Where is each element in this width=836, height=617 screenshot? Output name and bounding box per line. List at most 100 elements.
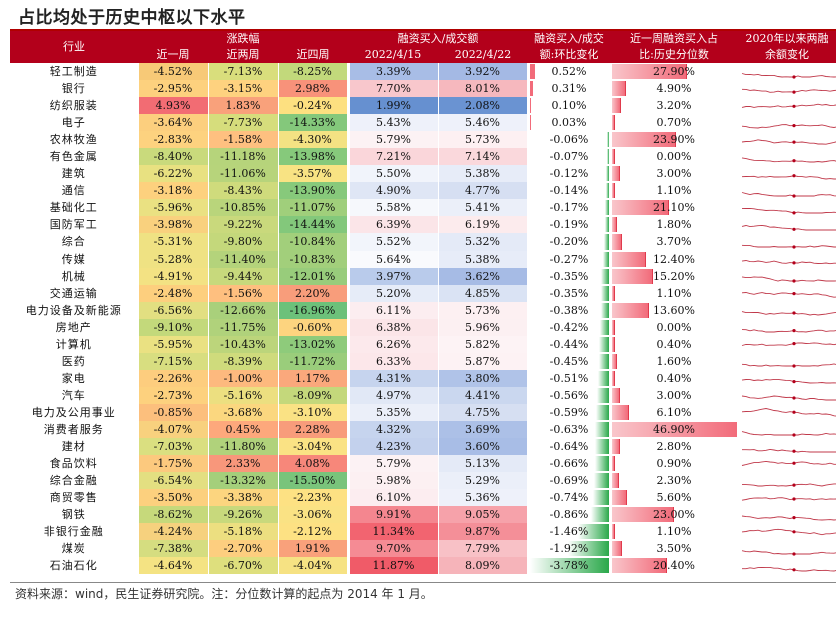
sparkline-line <box>741 395 836 401</box>
week2-change-cell: -7.73% <box>207 114 278 132</box>
ratio-change-value: -0.12% <box>549 167 589 181</box>
percentile-value: 21.10% <box>653 201 695 215</box>
ratio-date1-cell: 7.70% <box>346 80 438 98</box>
week2-change-cell: -13.32% <box>207 472 278 490</box>
margin-balance-sparkline-cell <box>736 540 836 558</box>
industry-cell: 非银行金融 <box>43 525 104 539</box>
col-pct-header-2: 比:历史分位数 <box>610 47 738 63</box>
ratio-date2-cell: 3.60% <box>437 438 528 456</box>
week4-change-cell: -8.25% <box>277 63 348 81</box>
industry-cell: 建筑 <box>61 167 86 181</box>
week2-change-cell: -1.58% <box>207 131 278 149</box>
percentile-bar <box>613 387 621 403</box>
sparkline-marker <box>791 432 796 437</box>
ratio-date1-cell: 4.97% <box>346 386 438 404</box>
ratio-change-value: -3.78% <box>549 559 589 573</box>
margin-balance-sparkline-cell <box>736 233 836 251</box>
margin-balance-sparkline <box>741 408 836 418</box>
ratio-date1-cell: 5.52% <box>346 233 438 251</box>
negative-change-bar <box>596 404 609 420</box>
negative-change-bar <box>599 336 609 352</box>
table-row: 建筑 -6.22% -11.06% -3.57% 5.50% 5.38% -0.12% 3.0… <box>10 165 836 183</box>
ratio-date1-cell: 6.33% <box>346 352 438 370</box>
ratio-change-cell: -3.78% <box>526 557 610 575</box>
industry-cell: 纺织服装 <box>49 99 98 113</box>
week2-change-cell: -9.26% <box>207 506 278 524</box>
col-week1-header: 近一周 <box>138 47 208 63</box>
sparkline-line <box>741 496 836 501</box>
ratio-change-value: 0.03% <box>551 116 587 130</box>
table-row: 综合金融 -6.54% -13.32% -15.50% 5.98% 5.29% -0.69%… <box>10 472 836 490</box>
percentile-cell: 0.00% <box>608 148 738 166</box>
ratio-change-cell: -0.69% <box>526 472 610 490</box>
week2-change-cell: -11.40% <box>207 250 278 268</box>
sparkline-marker <box>791 261 796 265</box>
ratio-date1-cell: 4.32% <box>346 420 438 439</box>
percentile-bar <box>613 64 687 80</box>
ratio-change-cell: -0.17% <box>526 199 610 217</box>
ratio-change-value: -0.42% <box>549 320 589 334</box>
industry-cell: 消费者服务 <box>43 423 104 436</box>
sparkline-marker <box>791 497 796 501</box>
sparkline-marker <box>791 552 796 556</box>
positive-change-bar <box>531 81 533 97</box>
margin-balance-sparkline <box>741 550 836 556</box>
ratio-change-value: -0.69% <box>549 474 589 488</box>
negative-change-bar <box>596 387 609 403</box>
margin-balance-sparkline <box>741 379 836 384</box>
ratio-change-value: -1.46% <box>549 525 589 539</box>
sparkline-marker <box>791 329 796 333</box>
percentile-value: 15.20% <box>653 269 695 283</box>
ratio-date2-cell: 5.32% <box>437 233 528 251</box>
percentile-bar <box>613 285 616 301</box>
percentile-cell: 3.50% <box>608 540 738 558</box>
week1-change-cell: -2.95% <box>137 80 208 98</box>
percentile-cell: 15.20% <box>608 267 738 285</box>
margin-balance-sparkline-cell <box>736 97 836 115</box>
margin-balance-sparkline <box>741 139 836 145</box>
week2-change-cell: -1.00% <box>207 369 278 387</box>
percentile-bar <box>613 149 615 165</box>
ratio-change-cell: 0.10% <box>526 97 610 115</box>
ratio-change-value: -0.17% <box>549 201 589 215</box>
ratio-change-value: 0.31% <box>551 82 587 96</box>
week2-change-cell: -11.75% <box>207 318 278 336</box>
sparkline-marker <box>791 311 796 315</box>
ratio-date1-cell: 5.43% <box>346 114 438 132</box>
ratio-change-cell: 0.52% <box>526 63 610 81</box>
negative-change-bar <box>595 421 609 438</box>
negative-change-bar <box>590 507 609 523</box>
week4-change-cell: -12.01% <box>277 267 348 285</box>
week2-change-cell: 1.83% <box>207 97 278 115</box>
week4-change-cell: -8.09% <box>277 386 348 404</box>
percentile-cell: 3.00% <box>608 386 738 404</box>
margin-balance-sparkline <box>741 224 836 231</box>
week1-change-cell: -0.85% <box>137 403 208 421</box>
percentile-bar <box>613 234 623 250</box>
margin-balance-sparkline-cell <box>736 165 836 183</box>
percentile-cell: 0.90% <box>608 455 738 473</box>
percentile-bar <box>613 507 674 523</box>
sparkline-marker <box>791 342 796 346</box>
source-note: 资料来源：wind，民生证券研究院。注：分位数计算的起点为 2014 年 1 月… <box>15 587 433 601</box>
margin-balance-sparkline-cell <box>736 80 836 98</box>
week1-change-cell: -7.03% <box>137 438 208 456</box>
sparkline-marker <box>791 396 796 401</box>
week4-change-cell: -0.60% <box>277 318 348 336</box>
sparkline-marker <box>791 194 796 198</box>
industry-cell: 家电 <box>61 371 86 385</box>
percentile-cell: 0.00% <box>608 318 738 336</box>
margin-balance-sparkline-cell <box>736 250 836 268</box>
industry-cell: 食品饮料 <box>49 457 98 471</box>
negative-change-bar <box>568 541 609 557</box>
sparkline-line <box>741 157 836 163</box>
sparkline-marker <box>791 568 796 572</box>
industry-cell: 国防军工 <box>49 218 98 232</box>
week1-change-cell: -3.64% <box>137 114 208 132</box>
ratio-date2-cell: 9.87% <box>437 523 528 541</box>
week1-change-cell: -3.98% <box>137 216 208 234</box>
week4-change-cell: -15.50% <box>277 472 348 490</box>
margin-balance-sparkline <box>741 515 836 521</box>
table-row: 综合 -5.31% -9.80% -10.84% 5.52% 5.32% -0.20% 3.7… <box>10 233 836 251</box>
industry-cell: 银行 <box>61 82 86 96</box>
